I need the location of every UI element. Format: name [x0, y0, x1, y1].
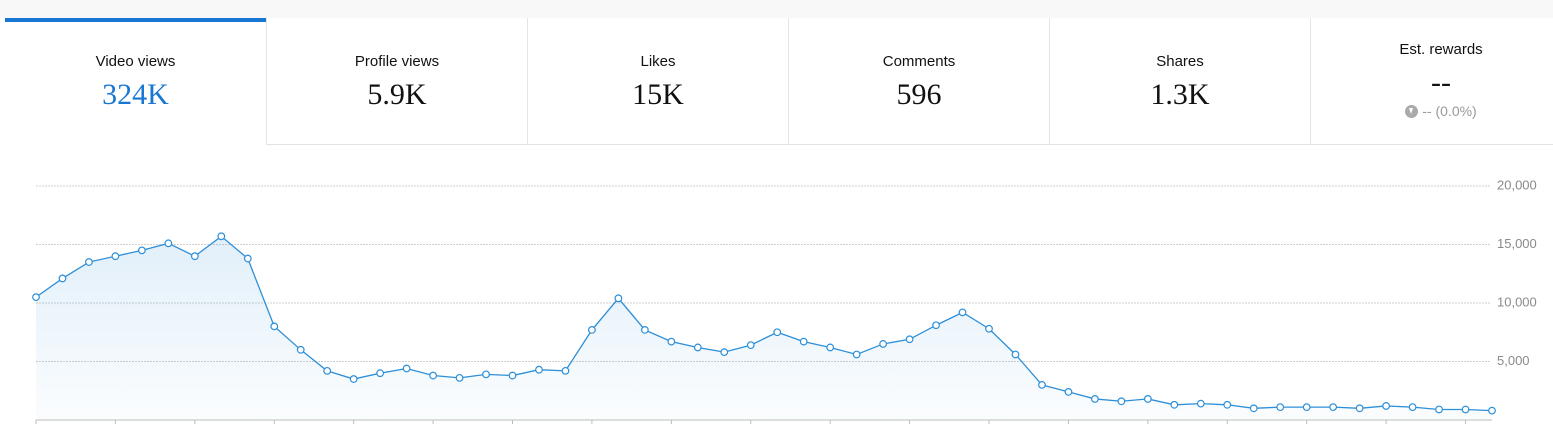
point [561, 366, 570, 375]
metric-value: 596 [896, 78, 942, 111]
y-tick-label: 5,000 [1497, 353, 1530, 368]
metric-value: 5.9K [367, 78, 427, 111]
metric-label: Comments [882, 53, 956, 70]
point [270, 322, 279, 331]
point [799, 337, 808, 346]
metric-change: -- (0.0%) [1311, 103, 1553, 119]
point [349, 375, 358, 383]
point [958, 308, 967, 317]
point [190, 252, 199, 261]
point [1382, 402, 1391, 410]
point [1196, 399, 1205, 408]
y-tick-label: 10,000 [1497, 294, 1537, 309]
metric-label: Shares [1156, 53, 1204, 70]
point [588, 326, 596, 334]
point [879, 340, 888, 348]
metric-value: 15K [632, 78, 684, 111]
metric-value: 324K [102, 78, 169, 111]
metric-label: Profile views [354, 53, 440, 70]
point [111, 252, 120, 261]
y-tick-label: 20,000 [1497, 177, 1537, 192]
point [1170, 400, 1179, 409]
point [1355, 404, 1364, 413]
y-tick-label: 15,000 [1497, 236, 1537, 251]
top-band [0, 0, 1553, 18]
point [243, 254, 252, 263]
point [1117, 397, 1126, 406]
point [826, 343, 835, 352]
metric-value: -- [1431, 66, 1451, 99]
point [985, 324, 993, 333]
point [1435, 405, 1443, 414]
point [58, 274, 67, 283]
metric-tab[interactable]: Video views 324K [5, 18, 266, 146]
point [905, 335, 914, 344]
point [1038, 381, 1046, 389]
metric-tabs: Video views 324K Profile views 5.9K Likes 15K… [5, 18, 1553, 146]
point [1249, 404, 1258, 413]
point [640, 326, 649, 334]
point [376, 369, 385, 378]
point [667, 337, 676, 346]
point [1302, 403, 1311, 412]
point [932, 321, 940, 330]
point [1011, 350, 1020, 359]
point [693, 343, 702, 352]
point [429, 371, 437, 380]
down-icon [1405, 105, 1419, 118]
point [535, 365, 543, 374]
area-fill [36, 236, 1492, 420]
point [720, 348, 729, 357]
point [137, 246, 146, 255]
point [85, 258, 93, 266]
point [1223, 400, 1232, 409]
point [1276, 403, 1285, 412]
metric-label: Video views [95, 53, 176, 70]
metric-tab[interactable]: Est. rewards -- -- (0.0%) [1310, 18, 1553, 145]
point [508, 371, 517, 380]
point [296, 345, 305, 354]
point [1143, 395, 1152, 403]
point [1461, 405, 1470, 414]
point [1091, 395, 1099, 403]
point [1064, 388, 1073, 396]
metric-label: Likes [640, 53, 676, 70]
metric-tab[interactable]: Comments 596 [788, 18, 1049, 145]
point [1488, 406, 1496, 415]
point [1329, 403, 1338, 412]
point [773, 328, 782, 337]
metric-tab[interactable]: Profile views 5.9K [266, 18, 527, 145]
metric-tab[interactable]: Shares 1.3K [1049, 18, 1310, 145]
point [852, 350, 861, 359]
point [164, 239, 173, 248]
metric-label: Est. rewards [1399, 41, 1483, 58]
metric-value: 1.3K [1150, 78, 1210, 111]
change-text: -- (0.0%) [1422, 103, 1477, 119]
point [746, 341, 755, 350]
point [217, 232, 226, 241]
point [1408, 403, 1417, 412]
point [402, 364, 411, 373]
line [35, 235, 1493, 412]
point [455, 373, 464, 382]
point [323, 366, 332, 375]
metric-tab[interactable]: Likes 15K [527, 18, 788, 145]
point [482, 370, 490, 379]
point [32, 293, 40, 302]
point [614, 294, 623, 303]
